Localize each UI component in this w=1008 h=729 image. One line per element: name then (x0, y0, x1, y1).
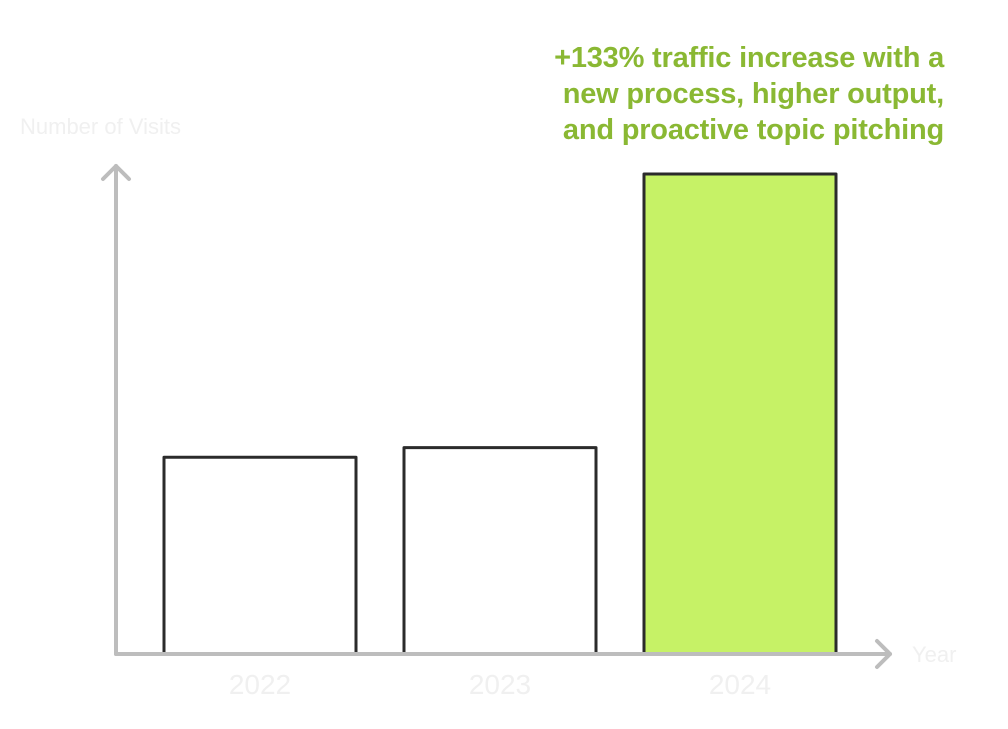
annotation-line-3: and proactive topic pitching (562, 114, 944, 146)
chart-annotation: +133% traffic increase with a new proces… (474, 40, 944, 148)
x-tick-label-2022: 2022 (229, 669, 291, 700)
x-axis-arrowhead (875, 639, 892, 669)
bar-2024 (642, 172, 838, 656)
bar-2022 (162, 455, 358, 656)
x-tick-label-2024: 2024 (709, 669, 771, 700)
y-axis-label: Number of Visits (20, 114, 181, 139)
bar-2023 (402, 446, 598, 656)
axes-group (101, 164, 892, 669)
x-axis-label: Year (912, 642, 957, 667)
y-axis-arrowhead (101, 164, 131, 181)
x-tick-labels: 2022 2023 2024 (229, 669, 771, 700)
bars-group (162, 172, 838, 656)
annotation-line-2: new process, higher output, (562, 78, 945, 110)
annotation-line-1: +133% traffic increase with a (554, 42, 944, 74)
x-tick-label-2023: 2023 (469, 669, 531, 700)
